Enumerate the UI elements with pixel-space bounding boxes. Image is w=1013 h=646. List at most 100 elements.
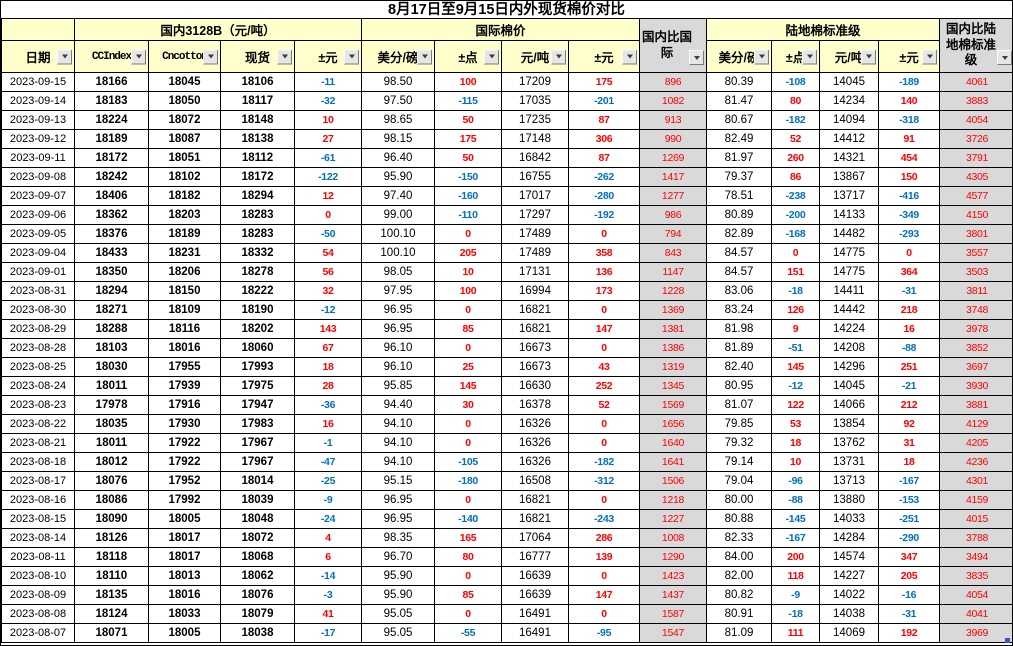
value-cell[interactable]: 82.00 bbox=[706, 566, 773, 586]
value-cell[interactable]: 18030 bbox=[74, 357, 149, 377]
value-cell[interactable]: 81.89 bbox=[706, 338, 773, 358]
value-cell[interactable]: 98.50 bbox=[361, 72, 435, 92]
value-cell[interactable]: 18072 bbox=[148, 110, 221, 130]
value-cell[interactable]: 0 bbox=[771, 243, 821, 263]
value-cell[interactable]: 52 bbox=[771, 129, 821, 149]
value-cell[interactable]: 0 bbox=[434, 338, 502, 358]
value-cell[interactable]: 18350 bbox=[74, 262, 149, 282]
value-cell[interactable]: 18182 bbox=[148, 186, 221, 206]
value-cell[interactable]: 14234 bbox=[819, 91, 880, 111]
value-cell[interactable]: 794 bbox=[639, 224, 708, 244]
value-cell[interactable]: 990 bbox=[639, 129, 708, 149]
value-cell[interactable]: 17922 bbox=[148, 452, 221, 472]
col-header-domestic-vs-international[interactable]: 国内比国际 bbox=[639, 18, 708, 73]
value-cell[interactable]: 14033 bbox=[819, 509, 880, 529]
value-cell[interactable]: 175 bbox=[434, 129, 502, 149]
value-cell[interactable]: 17930 bbox=[148, 414, 221, 434]
filter-dropdown-button[interactable] bbox=[622, 49, 638, 64]
value-cell[interactable]: 0 bbox=[434, 490, 502, 510]
value-cell[interactable]: 18013 bbox=[148, 566, 221, 586]
value-cell[interactable]: 16 bbox=[294, 414, 362, 434]
value-cell[interactable]: 12 bbox=[294, 186, 362, 206]
value-cell[interactable]: 4305 bbox=[939, 167, 1012, 187]
value-cell[interactable]: 14038 bbox=[819, 604, 880, 624]
value-cell[interactable]: 1369 bbox=[639, 300, 708, 320]
value-cell[interactable]: 1319 bbox=[639, 357, 708, 377]
value-cell[interactable]: 18068 bbox=[220, 547, 295, 567]
value-cell[interactable]: 1547 bbox=[639, 623, 708, 643]
value-cell[interactable]: 98.35 bbox=[361, 528, 435, 548]
value-cell[interactable]: 0 bbox=[567, 414, 641, 434]
filter-dropdown-button[interactable] bbox=[484, 49, 499, 64]
value-cell[interactable]: 95.15 bbox=[361, 471, 435, 491]
value-cell[interactable]: 82.40 bbox=[706, 357, 773, 377]
value-cell[interactable]: 16508 bbox=[501, 471, 569, 491]
value-cell[interactable]: 18135 bbox=[74, 585, 149, 605]
value-cell[interactable]: -180 bbox=[434, 471, 502, 491]
value-cell[interactable]: 18190 bbox=[220, 300, 295, 320]
value-cell[interactable]: 3494 bbox=[939, 547, 1012, 567]
value-cell[interactable]: 50 bbox=[434, 110, 502, 130]
date-cell[interactable]: 2023-08-25 bbox=[1, 357, 75, 377]
col-header-cents-upland[interactable]: 美分/磅 bbox=[706, 40, 773, 73]
value-cell[interactable]: 100 bbox=[434, 72, 502, 92]
value-cell[interactable]: 18283 bbox=[220, 224, 295, 244]
value-cell[interactable]: 98.05 bbox=[361, 262, 435, 282]
value-cell[interactable]: 1218 bbox=[639, 490, 708, 510]
value-cell[interactable]: 18033 bbox=[148, 604, 221, 624]
value-cell[interactable]: 364 bbox=[878, 262, 941, 282]
value-cell[interactable]: 3503 bbox=[939, 262, 1012, 282]
value-cell[interactable]: 67 bbox=[294, 338, 362, 358]
date-cell[interactable]: 2023-08-22 bbox=[1, 414, 75, 434]
value-cell[interactable]: 0 bbox=[434, 566, 502, 586]
value-cell[interactable]: 0 bbox=[567, 300, 641, 320]
date-cell[interactable]: 2023-09-05 bbox=[1, 224, 75, 244]
value-cell[interactable]: 126 bbox=[771, 300, 821, 320]
value-cell[interactable]: 27 bbox=[294, 129, 362, 149]
col-header-yuanton-upland[interactable]: 元/吨 bbox=[819, 40, 880, 73]
col-header-points-intl[interactable]: ±点 bbox=[434, 40, 502, 73]
value-cell[interactable]: 18294 bbox=[220, 186, 295, 206]
value-cell[interactable]: 1381 bbox=[639, 319, 708, 339]
value-cell[interactable]: 18433 bbox=[74, 243, 149, 263]
value-cell[interactable]: -167 bbox=[878, 471, 941, 491]
value-cell[interactable]: 87 bbox=[567, 148, 641, 168]
value-cell[interactable]: 3835 bbox=[939, 566, 1012, 586]
date-cell[interactable]: 2023-08-28 bbox=[1, 338, 75, 358]
value-cell[interactable]: 17967 bbox=[220, 433, 295, 453]
value-cell[interactable]: 18051 bbox=[148, 148, 221, 168]
value-cell[interactable]: 16326 bbox=[501, 433, 569, 453]
value-cell[interactable]: 41 bbox=[294, 604, 362, 624]
value-cell[interactable]: 96.95 bbox=[361, 319, 435, 339]
value-cell[interactable]: 16755 bbox=[501, 167, 569, 187]
value-cell[interactable]: -280 bbox=[567, 186, 641, 206]
value-cell[interactable]: 16821 bbox=[501, 509, 569, 529]
col-header-change-intl[interactable]: ±元 bbox=[567, 40, 641, 73]
date-cell[interactable]: 2023-08-30 bbox=[1, 300, 75, 320]
value-cell[interactable]: 18172 bbox=[74, 148, 149, 168]
filter-dropdown-button[interactable] bbox=[997, 50, 1012, 65]
value-cell[interactable]: -145 bbox=[771, 509, 821, 529]
value-cell[interactable]: 18011 bbox=[74, 433, 149, 453]
value-cell[interactable]: 16378 bbox=[501, 395, 569, 415]
value-cell[interactable]: -150 bbox=[434, 167, 502, 187]
filter-dropdown-button[interactable] bbox=[203, 49, 218, 64]
value-cell[interactable]: 18118 bbox=[74, 547, 149, 567]
value-cell[interactable]: 136 bbox=[567, 262, 641, 282]
col-header-cncotton[interactable]: Cncotton bbox=[148, 40, 221, 73]
value-cell[interactable]: 3978 bbox=[939, 319, 1012, 339]
value-cell[interactable]: 3791 bbox=[939, 148, 1012, 168]
value-cell[interactable]: 3811 bbox=[939, 281, 1012, 301]
value-cell[interactable]: 173 bbox=[567, 281, 641, 301]
value-cell[interactable]: 14066 bbox=[819, 395, 880, 415]
value-cell[interactable]: 17297 bbox=[501, 205, 569, 225]
value-cell[interactable]: 17983 bbox=[220, 414, 295, 434]
value-cell[interactable]: 16821 bbox=[501, 490, 569, 510]
value-cell[interactable]: 94.10 bbox=[361, 452, 435, 472]
value-cell[interactable]: 358 bbox=[567, 243, 641, 263]
value-cell[interactable]: 347 bbox=[878, 547, 941, 567]
value-cell[interactable]: 18294 bbox=[74, 281, 149, 301]
value-cell[interactable]: 10 bbox=[434, 262, 502, 282]
value-cell[interactable]: 16821 bbox=[501, 300, 569, 320]
value-cell[interactable]: 1640 bbox=[639, 433, 708, 453]
